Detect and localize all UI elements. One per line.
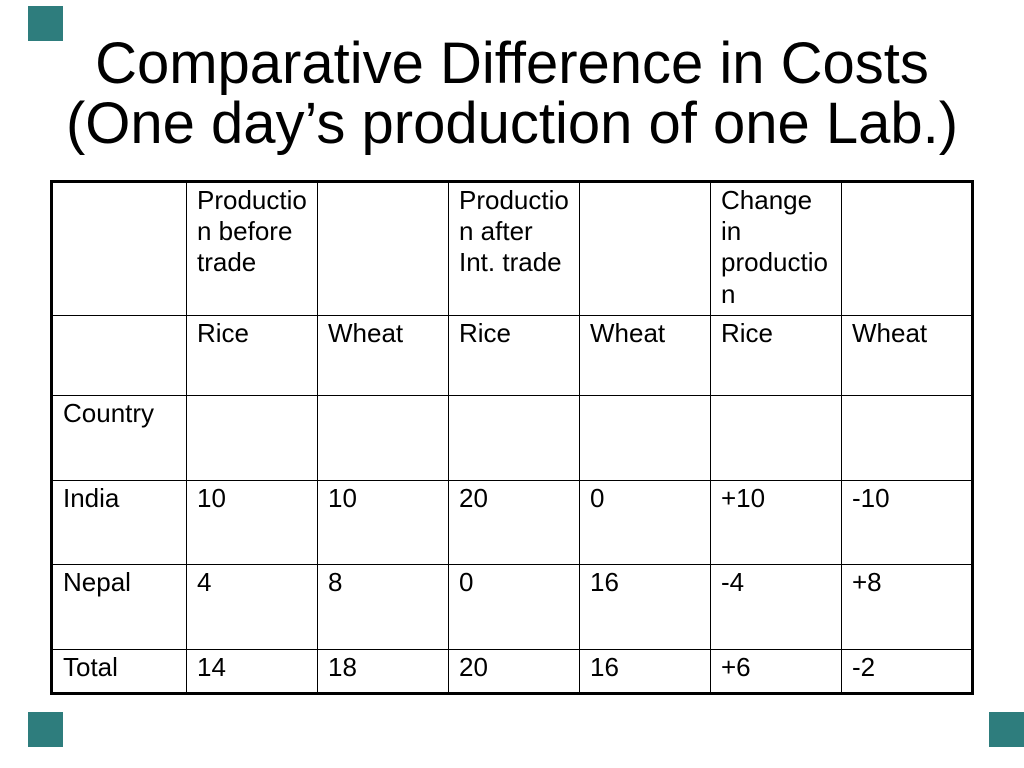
table-row-country: Country [51,395,973,481]
subheader-rice: Rice [710,315,842,396]
subheader-wheat: Wheat [841,315,973,396]
table-row-india: India 10 10 20 0 +10 -10 [51,480,973,565]
row-label-india: India [51,480,187,565]
table-cell: 10 [186,480,318,565]
slide-title-line2: (One day’s production of one Lab.) [65,91,959,157]
slide-title-line1: Comparative Difference in Costs [95,31,929,96]
header-blank [51,181,187,316]
corner-decoration [28,6,63,41]
table-row-nepal: Nepal 4 8 0 16 -4 +8 [51,564,973,650]
subheader-wheat: Wheat [317,315,449,396]
table-row-total: Total 14 18 20 16 +6 -2 [51,649,973,694]
table-cell: 20 [448,649,580,694]
table-cell: 8 [317,564,449,650]
table-cell: 0 [579,480,711,565]
header-blank [841,181,973,316]
header-blank [317,181,449,316]
table-cell [579,395,711,481]
slide-title: Comparative Difference in Costs (One day… [0,31,1024,157]
header-change-in-production: Change in production [710,181,842,316]
table-cell: +10 [710,480,842,565]
row-label-total: Total [51,649,187,694]
table-cell [448,395,580,481]
table-cell: 18 [317,649,449,694]
subheader-wheat: Wheat [579,315,711,396]
table-cell [317,395,449,481]
table-cell: 0 [448,564,580,650]
table-row-group-headers: Production before trade Production after… [51,181,973,316]
table-cell: 16 [579,649,711,694]
subheader-rice: Rice [448,315,580,396]
table-cell [841,395,973,481]
subheader-blank [51,315,187,396]
row-label-nepal: Nepal [51,564,187,650]
table-cell: 4 [186,564,318,650]
row-label-country: Country [51,395,187,481]
subheader-rice: Rice [186,315,318,396]
header-blank [579,181,711,316]
table-cell [186,395,318,481]
table-cell: 20 [448,480,580,565]
comparative-costs-table: Production before trade Production after… [50,180,974,695]
table-cell: 10 [317,480,449,565]
table-cell [710,395,842,481]
table-cell: 14 [186,649,318,694]
table-cell: -4 [710,564,842,650]
table-cell: +8 [841,564,973,650]
table-cell: +6 [710,649,842,694]
corner-decoration [989,712,1024,747]
table-cell: -10 [841,480,973,565]
corner-decoration [28,712,63,747]
table-cell: -2 [841,649,973,694]
table-row-commodity-headers: Rice Wheat Rice Wheat Rice Wheat [51,315,973,396]
table-cell: 16 [579,564,711,650]
header-production-before-trade: Production before trade [186,181,318,316]
header-production-after-trade: Production after Int. trade [448,181,580,316]
